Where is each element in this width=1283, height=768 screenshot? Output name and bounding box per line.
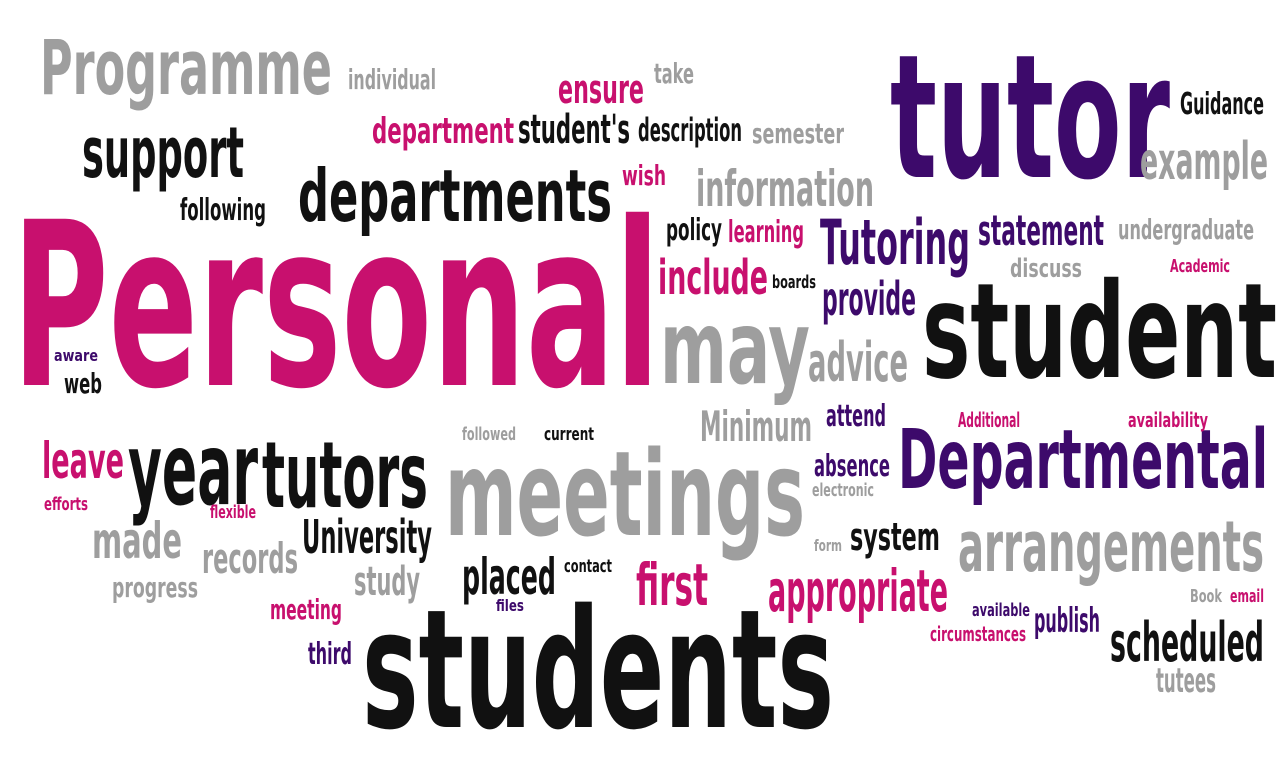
word-description: description <box>638 111 742 149</box>
word-undergraduate: undergraduate <box>1118 213 1254 246</box>
word-personal: Personal <box>12 173 661 439</box>
word-may: may <box>660 289 810 408</box>
word-semester: semester <box>752 117 844 150</box>
word-email: email <box>1230 586 1264 607</box>
word-system: system <box>850 515 940 559</box>
word-electronic: electronic <box>812 480 874 501</box>
word-individual: individual <box>348 63 436 96</box>
word-made: made <box>92 512 182 570</box>
word-tutees: tutees <box>1156 661 1216 701</box>
word-files: files <box>496 596 524 615</box>
word-students: students <box>362 574 834 766</box>
word-circumstances: circumstances <box>930 622 1026 646</box>
word-policy: policy <box>666 213 722 248</box>
word-provide: provide <box>822 272 916 326</box>
word-progress: progress <box>112 571 198 604</box>
word-flexible: flexible <box>210 502 256 523</box>
word-discuss: discuss <box>1010 254 1082 284</box>
word-records: records <box>202 534 298 583</box>
word-guidance: Guidance <box>1180 87 1264 122</box>
word-example: example <box>1140 132 1268 192</box>
word-boards: boards <box>772 272 816 293</box>
word-aware: aware <box>54 346 98 365</box>
word-meetings: meetings <box>445 425 805 563</box>
word-form: form <box>814 536 842 555</box>
word-learning: learning <box>728 215 804 250</box>
word-department: department <box>372 111 514 152</box>
word-leave: leave <box>42 432 124 490</box>
word-meeting: meeting <box>270 593 342 626</box>
word-students-possessive: student's <box>518 107 630 153</box>
word-include: include <box>658 250 768 306</box>
word-efforts: efforts <box>44 494 88 515</box>
word-book: Book <box>1190 586 1222 607</box>
word-tutor: tutor <box>890 17 1170 218</box>
word-arrangements: arrangements <box>958 506 1264 588</box>
word-study: study <box>354 559 420 605</box>
word-take: take <box>654 57 694 90</box>
word-minimum: Minimum <box>700 402 812 451</box>
word-university: University <box>302 510 432 564</box>
word-support: support <box>82 112 244 194</box>
word-availability: availability <box>1128 408 1208 432</box>
word-departmental: Departmental <box>898 413 1268 508</box>
word-publish: publish <box>1034 601 1100 641</box>
word-information: information <box>696 160 874 218</box>
word-tutoring: Tutoring <box>820 206 970 279</box>
word-placed: placed <box>462 548 556 606</box>
word-third: third <box>308 637 352 672</box>
word-ensure: ensure <box>558 67 644 113</box>
word-followed: followed <box>462 424 516 445</box>
word-available: available <box>972 600 1030 621</box>
word-contact: contact <box>564 556 612 577</box>
word-departments: departments <box>298 154 612 238</box>
word-advice: advice <box>808 331 908 394</box>
word-programme: Programme <box>40 23 332 112</box>
word-web: web <box>64 367 102 400</box>
word-additional: Additional <box>958 408 1020 432</box>
word-following: following <box>180 193 266 228</box>
word-current: current <box>544 424 594 445</box>
word-absence: absence <box>814 449 890 484</box>
word-tutors: tutors <box>262 422 428 529</box>
word-appropriate: appropriate <box>768 557 948 625</box>
word-attend: attend <box>826 399 886 434</box>
word-scheduled: scheduled <box>1110 611 1264 674</box>
word-year: year <box>128 411 258 528</box>
word-wish: wish <box>622 159 666 192</box>
word-first: first <box>636 551 708 619</box>
word-academic: Academic <box>1170 256 1230 277</box>
word-statement: statement <box>978 206 1104 255</box>
word-student: student <box>922 255 1277 409</box>
